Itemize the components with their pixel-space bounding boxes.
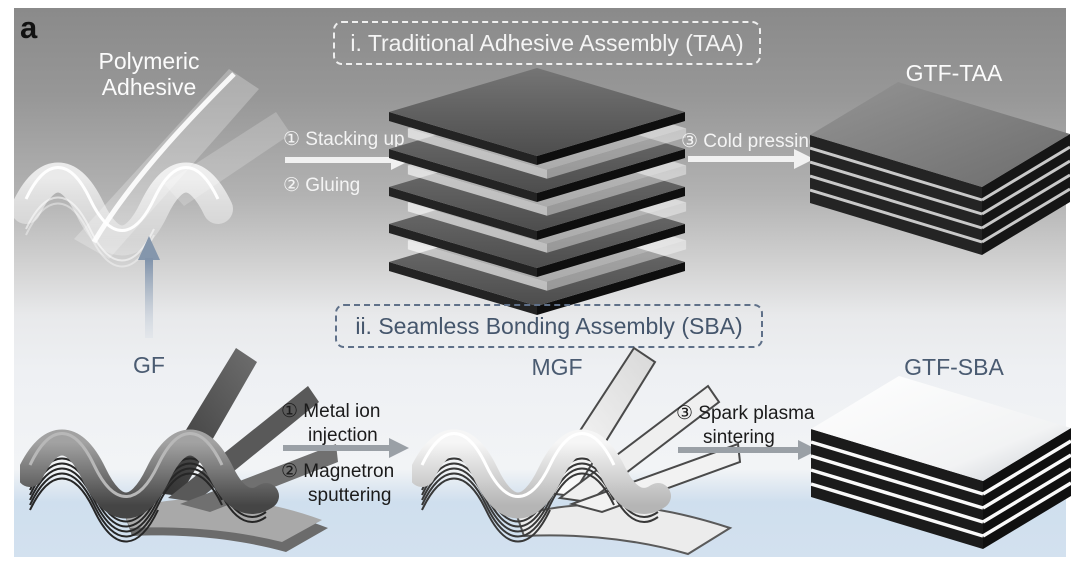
sintering-arrow-icon [678,440,818,460]
mgf-foil-graphic [412,344,747,559]
gf-foil-graphic [20,344,340,556]
taa-step1-label: ① Stacking up [283,129,405,150]
taa-title: i. Traditional Adhesive Assembly (TAA) [350,29,744,56]
sba-title-box: ii. Seamless Bonding Assembly (SBA) [335,304,763,348]
sba-title: ii. Seamless Bonding Assembly (SBA) [355,312,743,339]
exploded-stack-graphic [376,68,698,318]
gtf-sba-block-graphic [810,376,1072,556]
taa-title-box: i. Traditional Adhesive Assembly (TAA) [333,21,761,65]
sba-step3-label: ③ Spark plasma sintering [676,403,815,448]
cold-pressing-arrow-icon [688,149,814,169]
gtf-taa-label: GTF-TAA [905,60,1003,86]
polymeric-adhesive-graphic [14,44,314,279]
gf-label: GF [133,352,165,378]
taa-step3-label: ③ Cold pressing [681,131,820,152]
mgf-label: MGF [531,354,583,380]
gtf-sba-label: GTF-SBA [904,354,1004,380]
up-arrow-icon [137,236,161,340]
gtf-taa-block-graphic [810,82,1070,262]
panel-letter: a [20,10,38,45]
polymeric-adhesive-label: Polymeric Adhesive [98,48,200,101]
figure-panel: a i. Traditional Adhesive Assembly (TAA)… [14,8,1072,559]
sba-step1-label: ① Metal ion injection [281,401,381,446]
taa-step2-label: ② Gluing [283,175,361,196]
sba-step2-label: ② Magnetron sputtering [281,461,395,506]
sba-right-arrow-icon [283,438,409,458]
